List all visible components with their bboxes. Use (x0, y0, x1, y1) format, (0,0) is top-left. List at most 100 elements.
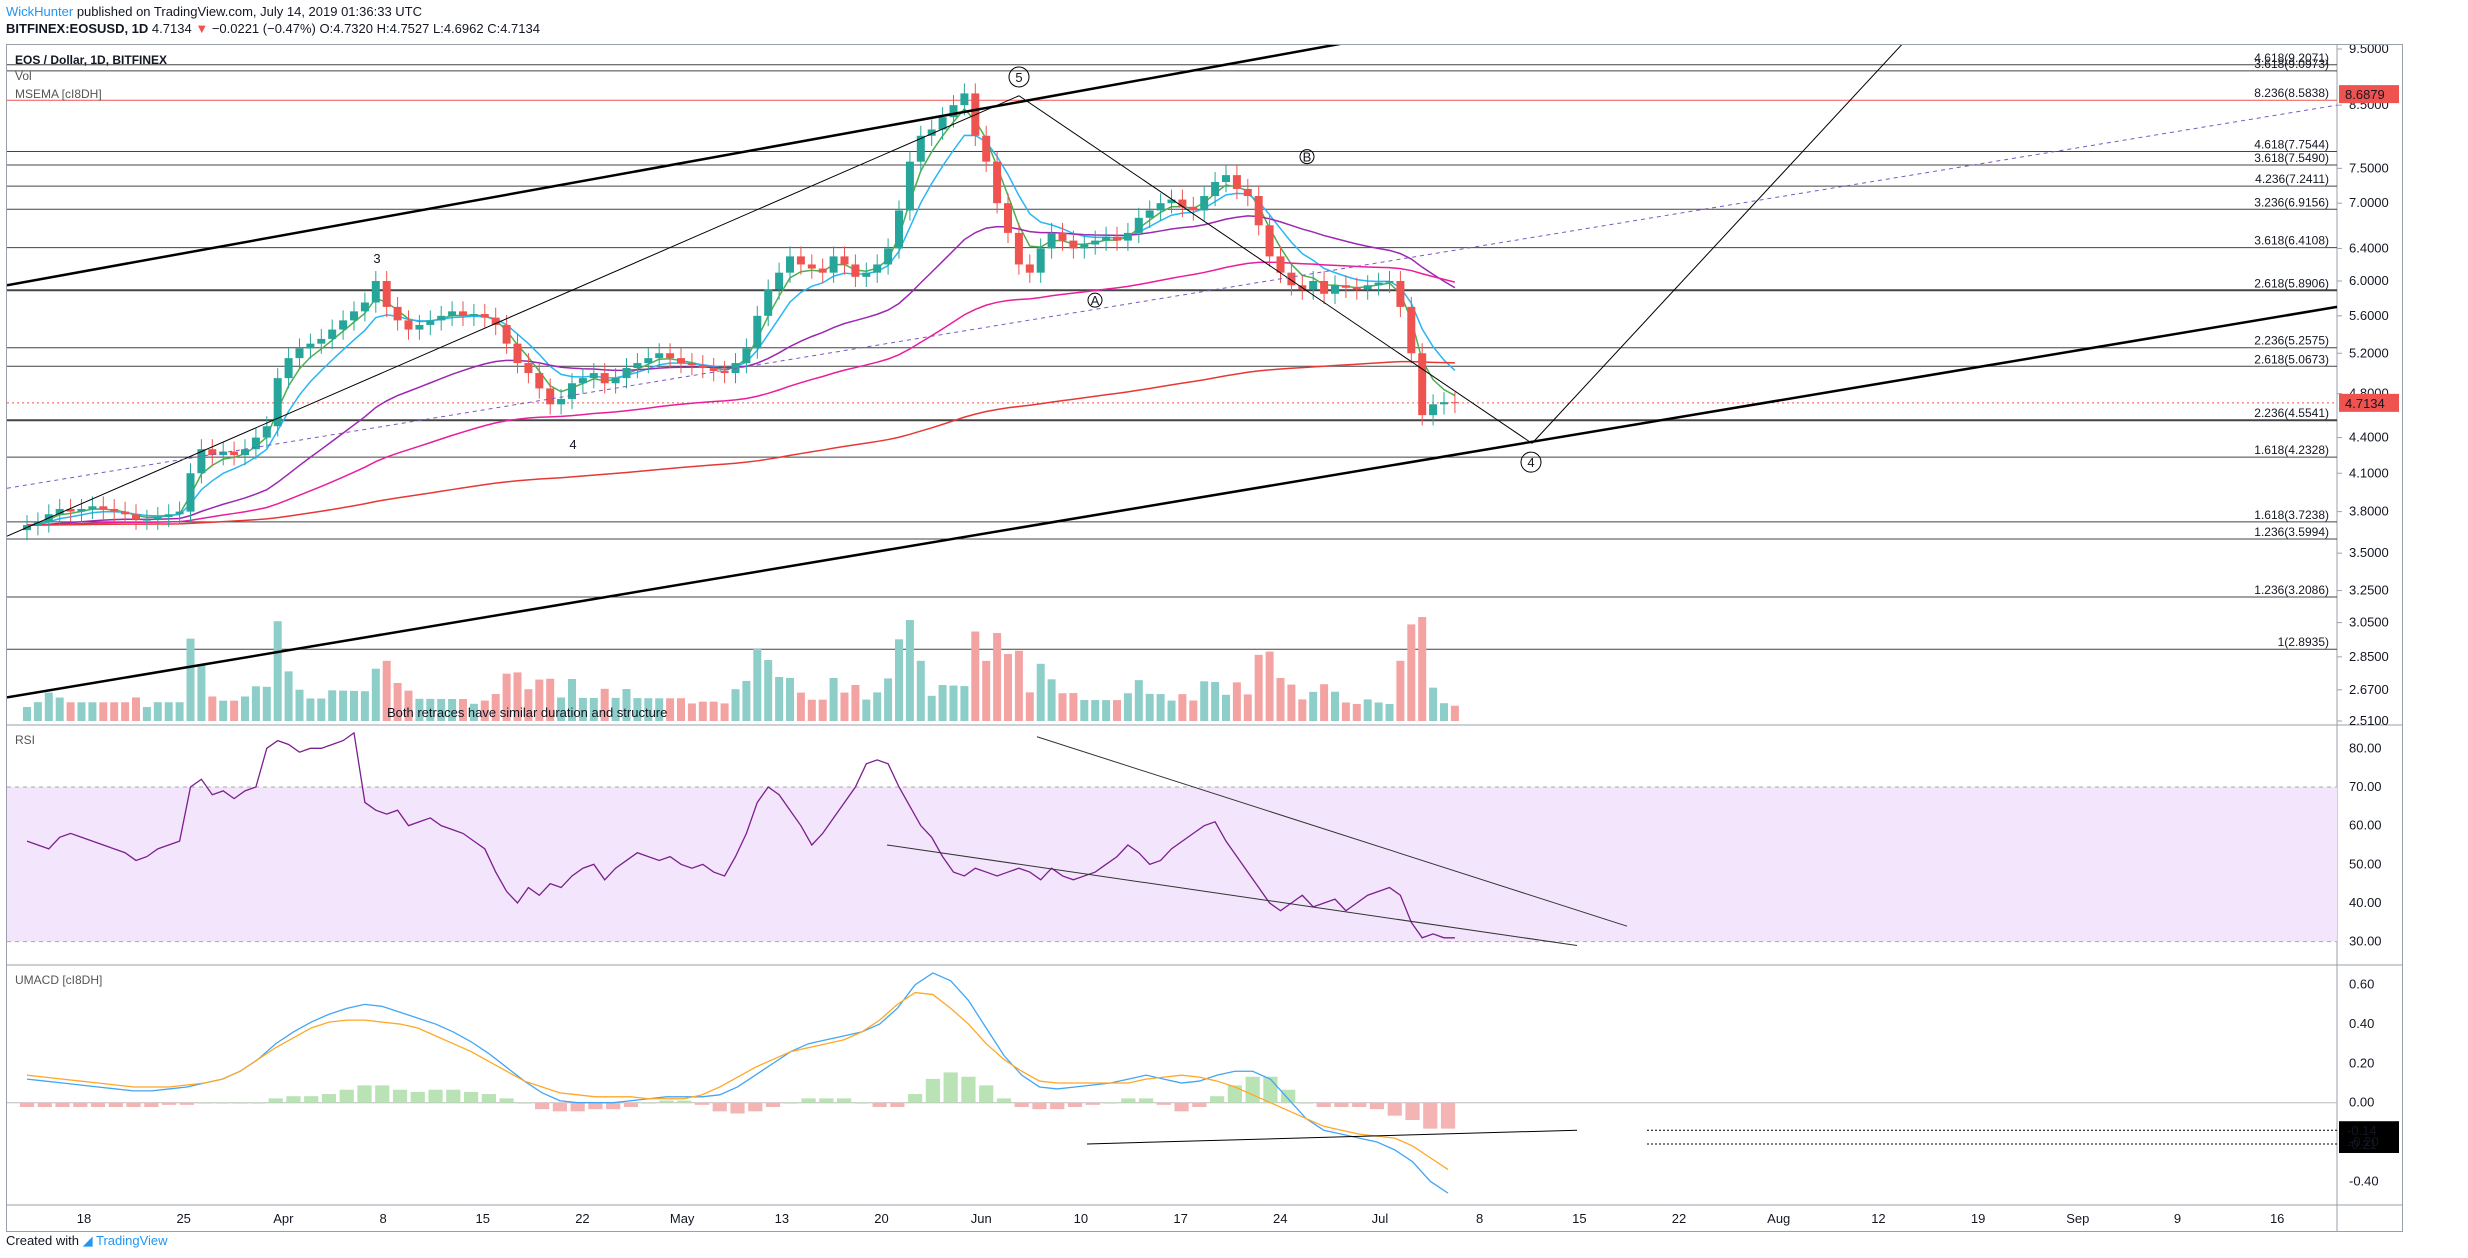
rsi-legend: RSI (15, 733, 36, 747)
candle-body (448, 311, 457, 316)
candle-body (600, 373, 609, 384)
wave-line (7, 95, 1020, 537)
volume-bar (88, 702, 97, 721)
umacd-tick-label: -0.20 (2349, 1134, 2379, 1149)
tradingview-link[interactable]: TradingView (96, 1233, 168, 1248)
volume-bar (1407, 624, 1416, 721)
candle-body (241, 449, 249, 456)
volume-bar (1374, 702, 1383, 721)
candle-body (175, 511, 184, 515)
histogram-bar (1050, 1102, 1065, 1110)
volume-bar (644, 698, 653, 721)
price-tick-label: 5.6000 (2349, 308, 2389, 323)
upper-channel-line (7, 45, 1342, 287)
histogram-bar (1067, 1102, 1083, 1108)
candle-body (317, 338, 326, 344)
candle-body (459, 311, 467, 316)
candle-body (873, 264, 882, 273)
histogram-bar (321, 1094, 337, 1103)
volume-bar (600, 688, 609, 721)
volume-bar (1418, 617, 1427, 721)
candle-body (1309, 281, 1318, 290)
candle-body (230, 451, 239, 456)
histogram-bar (854, 1102, 869, 1104)
candle-body (633, 363, 642, 369)
candle-body (1145, 210, 1154, 218)
chart-area[interactable]: 4.618(9.2071) 3.618(9.0973) 8.236(8.5838) 4… (6, 44, 2403, 1232)
volume-bar (1036, 663, 1045, 721)
candle-body (132, 514, 140, 520)
candle-body (153, 516, 162, 520)
volume-bar (339, 690, 348, 721)
fib-level-label: 3.618(7.5490) (2254, 151, 2329, 165)
candle-body (1167, 199, 1176, 204)
fib-level-label: 3.618(6.4108) (2254, 234, 2329, 248)
volume-bar (1167, 700, 1176, 721)
volume-bar (448, 698, 457, 721)
volume-bar (589, 697, 598, 721)
candle-body (655, 353, 664, 359)
volume-bar (175, 702, 184, 721)
histogram-bar (730, 1102, 745, 1114)
umacd-tick-label: -0.40 (2349, 1173, 2379, 1188)
candle-body (557, 398, 566, 405)
volume-bar (905, 620, 914, 721)
time-tick-label: 16 (2270, 1211, 2284, 1226)
histogram-bar (268, 1098, 283, 1103)
candle-body (1113, 236, 1121, 241)
candle-body (524, 363, 533, 374)
histogram-bar (1387, 1102, 1402, 1116)
candle-body (535, 373, 544, 389)
price-label: 8.6879 (2345, 87, 2385, 102)
histogram-bar (517, 1102, 532, 1104)
candle-body (219, 451, 228, 456)
time-tick-label: 24 (1273, 1211, 1287, 1226)
candle-body (666, 353, 675, 359)
histogram-bar (1032, 1102, 1047, 1110)
candle-body (1036, 248, 1045, 273)
histogram-bar (1174, 1102, 1189, 1112)
candle-body (1091, 240, 1100, 245)
volume-bar (633, 698, 642, 721)
umacd-tick-label: 0.20 (2349, 1055, 2374, 1070)
histogram-bar (979, 1085, 994, 1103)
wave-circle (1087, 292, 1103, 308)
volume-bar (709, 701, 718, 721)
histogram-bar (446, 1089, 461, 1103)
volume-bar (1145, 693, 1154, 721)
volume-bar (110, 702, 119, 721)
histogram-bar (535, 1102, 550, 1110)
publish-line: WickHunter published on TradingView.com,… (6, 4, 422, 19)
symbol-line: BITFINEX:EOSUSD, 1D 4.7134 ▼ −0.0221 (−0… (6, 21, 540, 36)
histogram-bar (1352, 1102, 1367, 1108)
histogram-bar (215, 1102, 230, 1104)
wave-label: A (1091, 293, 1100, 308)
volume-bar (1178, 694, 1187, 721)
candle-body (350, 311, 358, 321)
chart-annotation: Both retraces have similar duration and … (387, 705, 667, 720)
chart-canvas[interactable]: 4.618(9.2071)3.618(9.0973) 8.236(8.5838) 4… (7, 45, 2402, 1231)
candle-body (437, 315, 446, 321)
histogram-bar (19, 1102, 35, 1108)
volume-bar (251, 686, 260, 721)
candle-body (186, 473, 195, 512)
author-link[interactable]: WickHunter (6, 4, 74, 19)
candle-body (709, 368, 718, 372)
candle-body (1320, 281, 1329, 294)
wave-label: 4 (569, 437, 576, 452)
histogram-bar (677, 1100, 692, 1103)
candle-body (546, 388, 555, 405)
histogram-bar (1423, 1102, 1438, 1129)
candle-body (1265, 225, 1274, 257)
macd-value-label: -0.21 (2347, 1137, 2377, 1152)
candle-body (993, 161, 1002, 204)
volume-bar (1080, 699, 1089, 721)
candle-body (284, 358, 293, 379)
candle-body (339, 320, 348, 330)
volume-bar (1440, 703, 1448, 721)
rsi-tick-label: 50.00 (2349, 856, 2382, 871)
time-tick-label: Jul (1372, 1211, 1389, 1226)
candle-body (884, 248, 893, 265)
volume-bar (731, 689, 740, 721)
volume-bar (829, 677, 838, 721)
